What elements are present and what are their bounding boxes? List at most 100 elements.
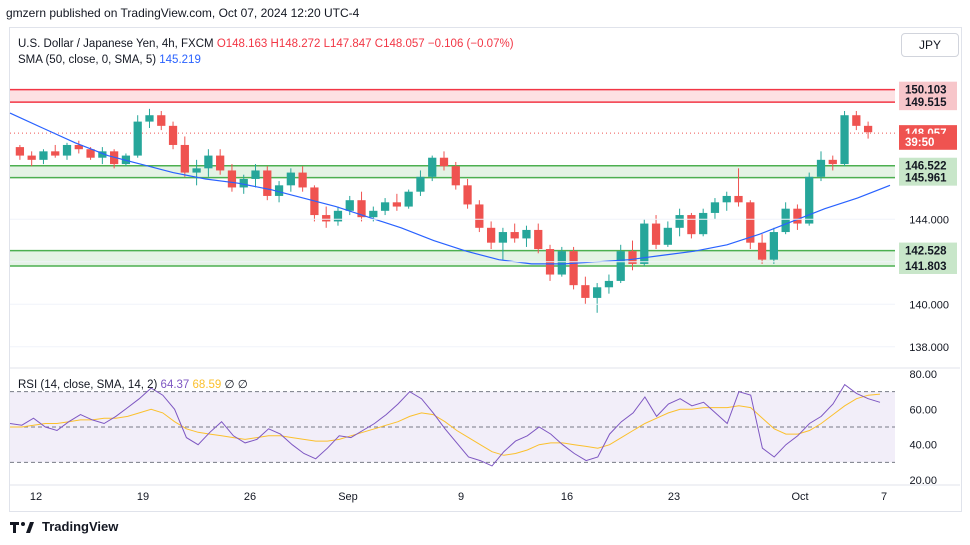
candle-body — [828, 159, 837, 165]
candle-body — [769, 232, 778, 260]
footer-branding: TradingView — [10, 519, 118, 534]
candle-body — [816, 159, 826, 177]
tradingview-brand: TradingView — [42, 519, 119, 534]
candle-body — [498, 232, 508, 243]
candle-body — [651, 223, 661, 245]
candle-body — [863, 125, 873, 133]
x-tick-label: 7 — [881, 491, 887, 503]
x-tick-label: Sep — [338, 491, 358, 503]
candle-body — [439, 157, 449, 167]
rsi-tick-label: 60.00 — [909, 404, 937, 416]
x-tick-label: 12 — [30, 491, 42, 503]
candle-body — [380, 202, 390, 211]
candle-body — [699, 212, 708, 235]
y-tick-label: 138.000 — [909, 342, 949, 354]
candle-body — [475, 204, 484, 228]
price-label: 39:50 — [905, 137, 934, 149]
candle-body — [157, 115, 166, 126]
price-label-bg — [899, 169, 957, 186]
candle-body — [722, 195, 731, 203]
candle-body — [463, 185, 472, 205]
chart-legend: U.S. Dollar / Japanese Yen, 4h, FXCM O14… — [18, 36, 514, 68]
price-label: 150.103 — [905, 85, 947, 97]
candle-body — [74, 144, 83, 150]
price-label: 149.515 — [905, 97, 947, 109]
candle-body — [534, 229, 543, 250]
candle-body — [805, 176, 814, 224]
price-label-bg — [899, 242, 957, 259]
rsi-value: 64.37 — [160, 379, 190, 391]
price-label-bg — [899, 133, 957, 150]
candles-layer — [15, 108, 873, 313]
candle-body — [746, 202, 755, 243]
candle-body — [840, 115, 849, 165]
candle-body — [133, 121, 142, 156]
x-tick-label: 9 — [458, 491, 464, 503]
sma-label[interactable]: SMA (50, close, 0, SMA, 5) — [18, 54, 157, 66]
candle-body — [86, 149, 95, 158]
sma-value: 145.219 — [159, 54, 201, 66]
candle-body — [640, 223, 649, 264]
price-label: 141.803 — [905, 261, 947, 273]
candle-body — [98, 151, 107, 158]
candle-body — [710, 202, 720, 213]
candle-body — [180, 144, 189, 173]
x-tick-label: 26 — [244, 491, 256, 503]
price-label-bg — [899, 257, 957, 274]
symbol-label[interactable]: U.S. Dollar / Japanese Yen, 4h, FXCM — [18, 38, 214, 50]
y-tick-label: 144.000 — [909, 214, 949, 226]
candle-body — [569, 251, 578, 286]
candle-body — [428, 157, 437, 177]
candle-body — [322, 215, 331, 222]
candle-body — [345, 200, 354, 211]
candle-body — [51, 151, 60, 156]
candle-body — [557, 251, 566, 275]
candle-body — [663, 227, 672, 245]
currency-button[interactable]: JPY — [901, 33, 959, 57]
candle-body — [604, 280, 614, 288]
candle-body — [227, 170, 237, 188]
candle-body — [522, 229, 531, 239]
candle-body — [510, 232, 519, 239]
close-value: C148.057 — [374, 38, 425, 50]
candle-body — [27, 155, 36, 160]
candle-body — [793, 208, 802, 224]
price-label-bg — [899, 81, 957, 98]
candle-body — [39, 151, 48, 160]
candle-body — [192, 168, 201, 173]
candle-body — [404, 191, 413, 207]
candle-body — [333, 210, 343, 222]
low-value: L147.847 — [323, 38, 372, 50]
candle-body — [416, 176, 425, 192]
candle-body — [392, 202, 401, 207]
tradingview-logo-icon — [10, 521, 34, 533]
price-label: 142.528 — [905, 246, 947, 258]
price-labels-layer: 150.103149.515148.05739:50146.522145.961… — [899, 81, 957, 274]
candle-body — [204, 155, 213, 169]
candle-body — [298, 172, 307, 188]
candle-body — [369, 210, 378, 218]
rsi-ma-line — [10, 393, 881, 456]
candle-body — [687, 215, 696, 235]
high-value: H148.272 — [270, 38, 321, 50]
candle-body — [616, 251, 625, 281]
rsi-tick-label: 80.00 — [909, 369, 937, 381]
publisher-caption: gmzern published on TradingView.com, Oct… — [6, 6, 360, 20]
rsi-line — [9, 383, 881, 467]
price-label: 145.961 — [905, 173, 947, 185]
candle-body — [487, 227, 496, 243]
sma-layer — [9, 112, 891, 265]
candle-body — [168, 125, 178, 145]
rsi-label[interactable]: RSI (14, close, SMA, 14, 2) — [18, 379, 158, 391]
candle-body — [781, 208, 790, 233]
candle-body — [145, 115, 154, 122]
candle-body — [263, 170, 272, 196]
candle-body — [216, 155, 225, 171]
candle-body — [62, 144, 72, 156]
rsi-tick-label: 40.00 — [909, 440, 937, 452]
chart-frame[interactable] — [9, 27, 962, 512]
candle-body — [581, 285, 590, 298]
candle-body — [852, 115, 861, 126]
candle-body — [286, 172, 295, 186]
